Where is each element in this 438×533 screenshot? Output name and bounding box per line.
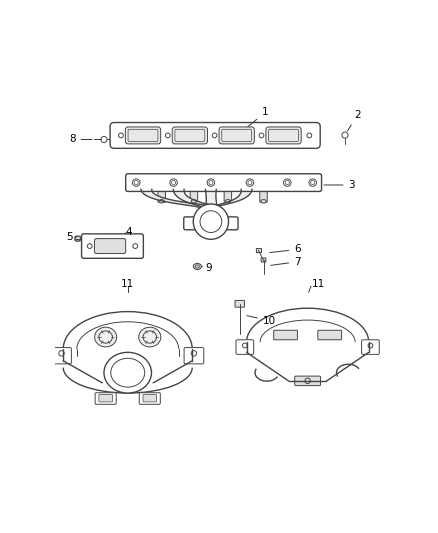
Ellipse shape bbox=[261, 199, 266, 203]
Ellipse shape bbox=[193, 263, 201, 270]
FancyBboxPatch shape bbox=[260, 188, 267, 203]
FancyBboxPatch shape bbox=[81, 234, 143, 259]
FancyBboxPatch shape bbox=[190, 188, 198, 203]
Ellipse shape bbox=[225, 199, 230, 203]
Ellipse shape bbox=[159, 199, 164, 203]
FancyBboxPatch shape bbox=[184, 217, 238, 230]
FancyBboxPatch shape bbox=[52, 348, 71, 364]
FancyBboxPatch shape bbox=[295, 376, 321, 385]
FancyBboxPatch shape bbox=[125, 127, 161, 144]
Polygon shape bbox=[141, 189, 218, 208]
Ellipse shape bbox=[191, 199, 197, 203]
Text: 1: 1 bbox=[242, 107, 268, 132]
Polygon shape bbox=[211, 189, 252, 208]
Text: 9: 9 bbox=[201, 263, 212, 273]
FancyBboxPatch shape bbox=[158, 188, 166, 203]
Text: 7: 7 bbox=[271, 257, 301, 266]
FancyBboxPatch shape bbox=[110, 123, 320, 148]
Text: 3: 3 bbox=[324, 180, 355, 190]
FancyBboxPatch shape bbox=[219, 127, 254, 144]
Text: 11: 11 bbox=[312, 279, 325, 289]
Text: 11: 11 bbox=[121, 279, 134, 289]
Text: 5: 5 bbox=[66, 232, 77, 242]
FancyBboxPatch shape bbox=[261, 258, 266, 262]
FancyBboxPatch shape bbox=[143, 394, 156, 402]
Text: 10: 10 bbox=[247, 316, 276, 326]
Polygon shape bbox=[205, 189, 216, 208]
FancyBboxPatch shape bbox=[236, 340, 254, 354]
Ellipse shape bbox=[193, 204, 229, 239]
FancyBboxPatch shape bbox=[256, 248, 261, 253]
FancyBboxPatch shape bbox=[224, 188, 232, 203]
FancyBboxPatch shape bbox=[184, 348, 204, 364]
Polygon shape bbox=[173, 189, 216, 208]
Ellipse shape bbox=[95, 327, 117, 347]
FancyBboxPatch shape bbox=[95, 393, 116, 404]
FancyBboxPatch shape bbox=[126, 174, 321, 191]
Text: 8: 8 bbox=[69, 134, 92, 144]
FancyBboxPatch shape bbox=[139, 393, 160, 404]
FancyBboxPatch shape bbox=[274, 330, 297, 340]
FancyBboxPatch shape bbox=[318, 330, 342, 340]
FancyBboxPatch shape bbox=[235, 301, 244, 307]
Text: 4: 4 bbox=[125, 227, 132, 237]
Text: 6: 6 bbox=[270, 245, 301, 254]
Ellipse shape bbox=[139, 327, 161, 347]
FancyBboxPatch shape bbox=[362, 340, 379, 354]
FancyBboxPatch shape bbox=[99, 394, 113, 402]
FancyBboxPatch shape bbox=[95, 239, 126, 254]
Text: 2: 2 bbox=[347, 110, 361, 131]
FancyBboxPatch shape bbox=[172, 127, 208, 144]
FancyBboxPatch shape bbox=[266, 127, 301, 144]
Ellipse shape bbox=[104, 352, 152, 393]
FancyBboxPatch shape bbox=[75, 236, 83, 241]
